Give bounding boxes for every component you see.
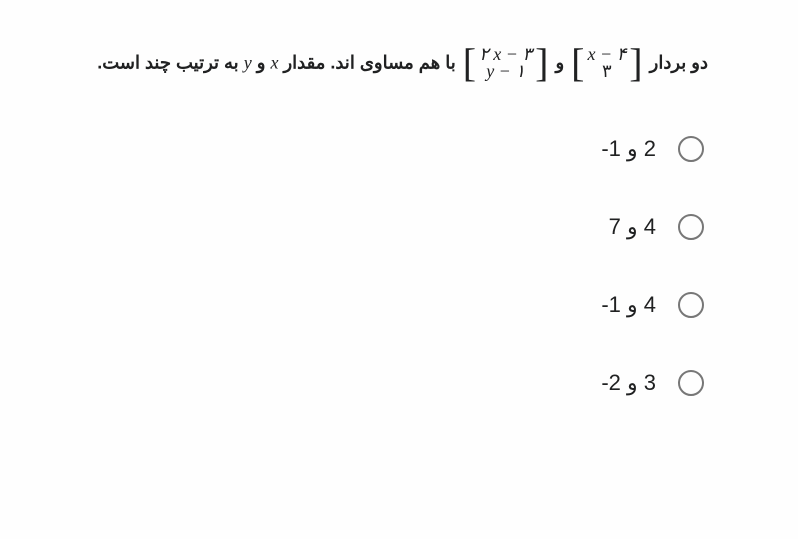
bracket-left: [ [463,46,476,80]
bracket-left: [ [571,46,584,80]
matrix-a: [ x − ۴ ۳ ] [571,46,642,80]
matrix-b-col: ۲ x − ۳ y − ۱ [476,46,535,80]
q-seg-4: و [257,53,266,73]
question-page: دو بردار [ x − ۴ ۳ ] و [ ۲ x − ۳ y − ۱ ]… [0,0,798,539]
matrix-a-col: x − ۴ ۳ [584,46,629,80]
matrix-a-r2: ۳ [602,63,612,80]
option-2[interactable]: 7 و 4 [90,214,704,240]
option-label: 7 و 4 [609,214,656,240]
option-1[interactable]: -1 و 2 [90,136,704,162]
option-4[interactable]: -2 و 3 [90,370,704,396]
q-var-x: x [270,53,278,73]
q-seg-2: و [555,53,564,73]
matrix-b-r2: y − ۱ [486,63,525,80]
radio-icon[interactable] [678,136,704,162]
q-var-y: y [244,53,252,73]
option-label: -1 و 2 [601,136,656,162]
q-seg-1: دو بردار [650,53,708,73]
q-seg-5: به ترتیب چند است. [97,53,239,73]
matrix-b: [ ۲ x − ۳ y − ۱ ] [463,46,549,80]
option-3[interactable]: -1 و 4 [90,292,704,318]
question-text: دو بردار [ x − ۴ ۳ ] و [ ۲ x − ۳ y − ۱ ]… [90,46,708,80]
radio-icon[interactable] [678,292,704,318]
radio-icon[interactable] [678,370,704,396]
q-seg-3: با هم مساوی اند. مقدار [283,53,455,73]
option-label: -1 و 4 [601,292,656,318]
bracket-right: ] [535,46,548,80]
radio-icon[interactable] [678,214,704,240]
option-label: -2 و 3 [601,370,656,396]
options-list: -1 و 2 7 و 4 -1 و 4 -2 و 3 [90,136,708,396]
bracket-right: ] [629,46,642,80]
